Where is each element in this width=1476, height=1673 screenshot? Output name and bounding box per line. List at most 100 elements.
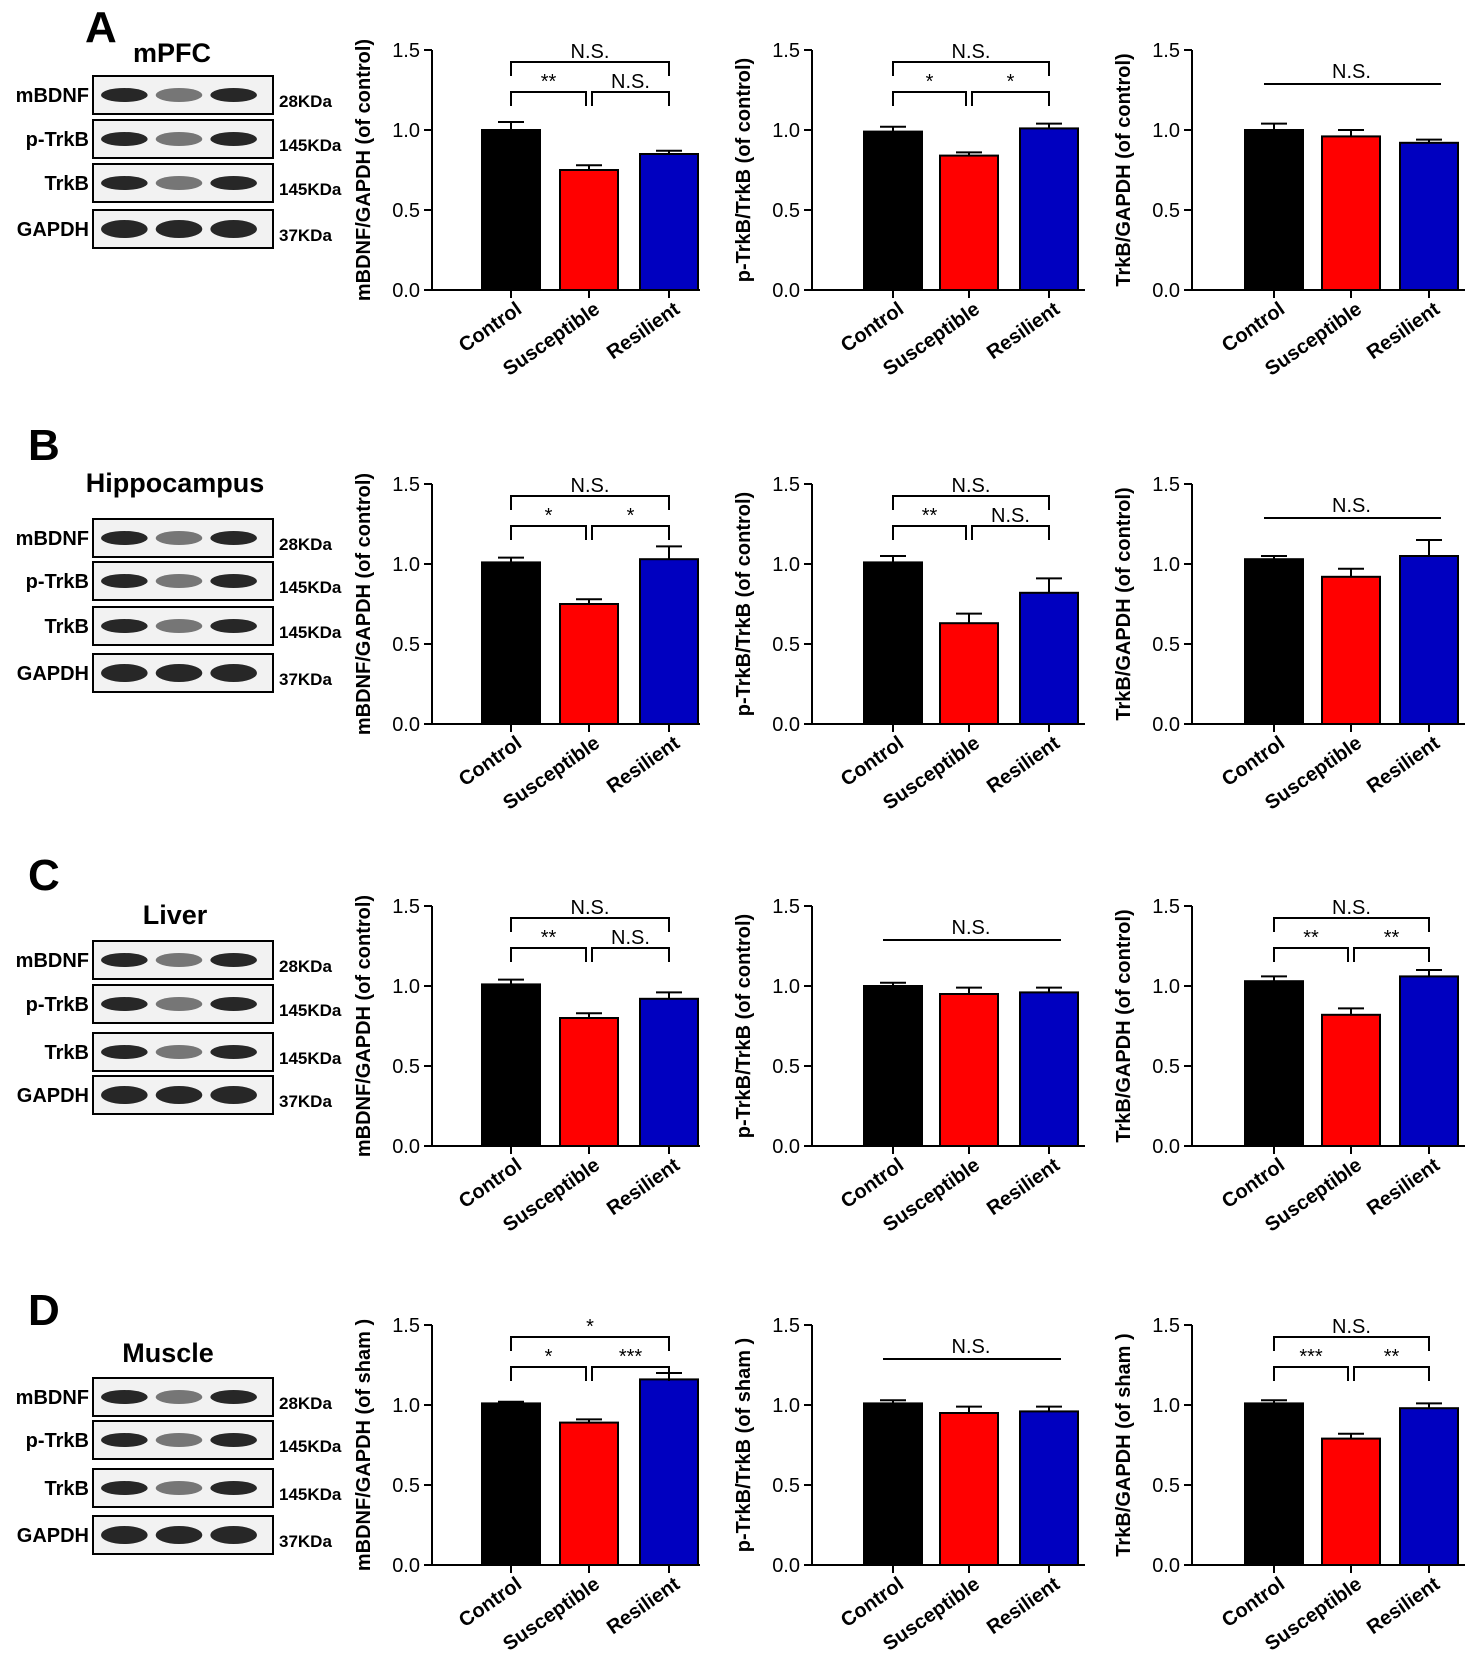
x-tick-label: Control (1218, 1573, 1289, 1632)
blot-band (155, 88, 203, 102)
panel-letter: D (28, 1286, 60, 1335)
blot-strip: TrkB 145KDa (45, 1032, 342, 1072)
y-tick-label: 1.5 (392, 40, 420, 62)
bar (1321, 575, 1381, 725)
significance-label: ** (541, 927, 557, 949)
blot-strip: mBDNF 28KDa (16, 75, 332, 115)
bar (1019, 127, 1079, 291)
y-tick-label: 0.5 (772, 200, 800, 222)
y-axis-label: p-TrkB/TrkB (of sham ) (733, 1338, 755, 1552)
blot-strip: TrkB 145KDa (45, 1468, 342, 1508)
y-axis-label: TrkB/GAPDH (of control) (1113, 487, 1135, 720)
x-tick-label: Resilient (1363, 1154, 1444, 1220)
kda-label: 28KDa (279, 1394, 332, 1413)
y-tick-label: 0.0 (1152, 280, 1180, 302)
significance-label: N.S. (1332, 495, 1371, 517)
bar (1321, 1437, 1381, 1566)
blot-band (101, 574, 148, 588)
bar (1244, 980, 1304, 1148)
blot-label: p-TrkB (26, 1430, 89, 1452)
bar (1019, 991, 1079, 1148)
blot-label: GAPDH (17, 219, 89, 241)
y-tick-label: 1.5 (772, 474, 800, 496)
x-tick-label: Resilient (983, 1154, 1064, 1220)
significance-label: * (627, 505, 635, 527)
kda-label: 37KDa (279, 226, 332, 245)
blot-band (155, 1433, 203, 1447)
blot-strip: mBDNF 28KDa (16, 518, 332, 558)
blot-band (210, 531, 257, 545)
bar (639, 1378, 699, 1567)
blot-label: GAPDH (17, 1085, 89, 1107)
bar (1399, 975, 1459, 1148)
significance-bracket (971, 91, 1050, 106)
blot-band (210, 1086, 257, 1104)
significance-bracket (892, 525, 967, 540)
x-tick-label: Control (837, 1154, 908, 1213)
blot-strip: TrkB 145KDa (45, 163, 342, 203)
tissue-title: Hippocampus (86, 468, 265, 498)
significance-label: N.S. (952, 1336, 991, 1358)
significance-bracket (892, 495, 1050, 510)
blot-band (210, 1433, 257, 1447)
significance-bracket (1353, 1366, 1430, 1381)
x-tick-label: Control (455, 1154, 526, 1213)
bar (1321, 135, 1381, 291)
y-tick-label: 0.5 (1152, 1475, 1180, 1497)
y-tick-label: 0.5 (772, 634, 800, 656)
significance-label: * (586, 1316, 594, 1338)
y-tick-label: 1.5 (392, 896, 420, 918)
y-tick-label: 1.5 (1152, 474, 1180, 496)
blot-band (101, 1086, 148, 1104)
chart: 0.0 0.5 1.0 1.5 p-TrkB/TrkB (of control) Cont… (733, 474, 1085, 814)
blot-band (101, 997, 148, 1011)
x-tick-label: Resilient (603, 298, 684, 364)
significance-label: N.S. (1332, 61, 1371, 83)
blot-band (155, 1045, 203, 1059)
blot-strip: GAPDH 37KDa (17, 209, 332, 249)
chart: 0.0 0.5 1.0 1.5 p-TrkB/TrkB (of sham ) Contro… (733, 1315, 1085, 1655)
panel-letter: B (28, 421, 60, 470)
tissue-title: Liver (143, 900, 208, 930)
blot-band (210, 997, 257, 1011)
y-tick-label: 0.5 (1152, 1056, 1180, 1078)
x-tick-label: Control (1218, 298, 1289, 357)
blot-label: mBDNF (16, 950, 89, 972)
bar (639, 153, 699, 291)
blot-band (155, 531, 203, 545)
kda-label: 28KDa (279, 92, 332, 111)
blot-band (155, 997, 203, 1011)
y-tick-label: 1.5 (1152, 896, 1180, 918)
bar (863, 985, 923, 1147)
kda-label: 145KDa (279, 1001, 342, 1020)
kda-label: 28KDa (279, 957, 332, 976)
significance-label: * (926, 71, 934, 93)
bar (939, 1412, 999, 1566)
bar (939, 622, 999, 726)
significance-label: ** (541, 71, 557, 93)
blot-label: mBDNF (16, 528, 89, 550)
blot-label: p-TrkB (26, 571, 89, 593)
x-tick-label: Control (1218, 732, 1289, 791)
blot-band (155, 1086, 203, 1104)
kda-label: 145KDa (279, 1437, 342, 1456)
blot-strip: p-TrkB 145KDa (26, 119, 342, 159)
kda-label: 145KDa (279, 136, 342, 155)
kda-label: 37KDa (279, 1532, 332, 1551)
significance-bracket (510, 525, 587, 540)
blot-band (210, 574, 257, 588)
blot-band (210, 176, 257, 190)
x-tick-label: Resilient (603, 1154, 684, 1220)
x-tick-label: Resilient (983, 732, 1064, 798)
bar (863, 1402, 923, 1567)
significance-label: N.S. (571, 475, 610, 497)
y-tick-label: 0.5 (392, 634, 420, 656)
blot-band (101, 619, 148, 633)
significance-bracket (510, 495, 670, 510)
y-tick-label: 1.0 (392, 1395, 420, 1417)
significance-bracket (510, 1336, 670, 1351)
blot-band (155, 664, 203, 682)
blot-strip: p-TrkB 145KDa (26, 1420, 342, 1460)
x-tick-label: Resilient (983, 298, 1064, 364)
significance-bracket (510, 91, 587, 106)
